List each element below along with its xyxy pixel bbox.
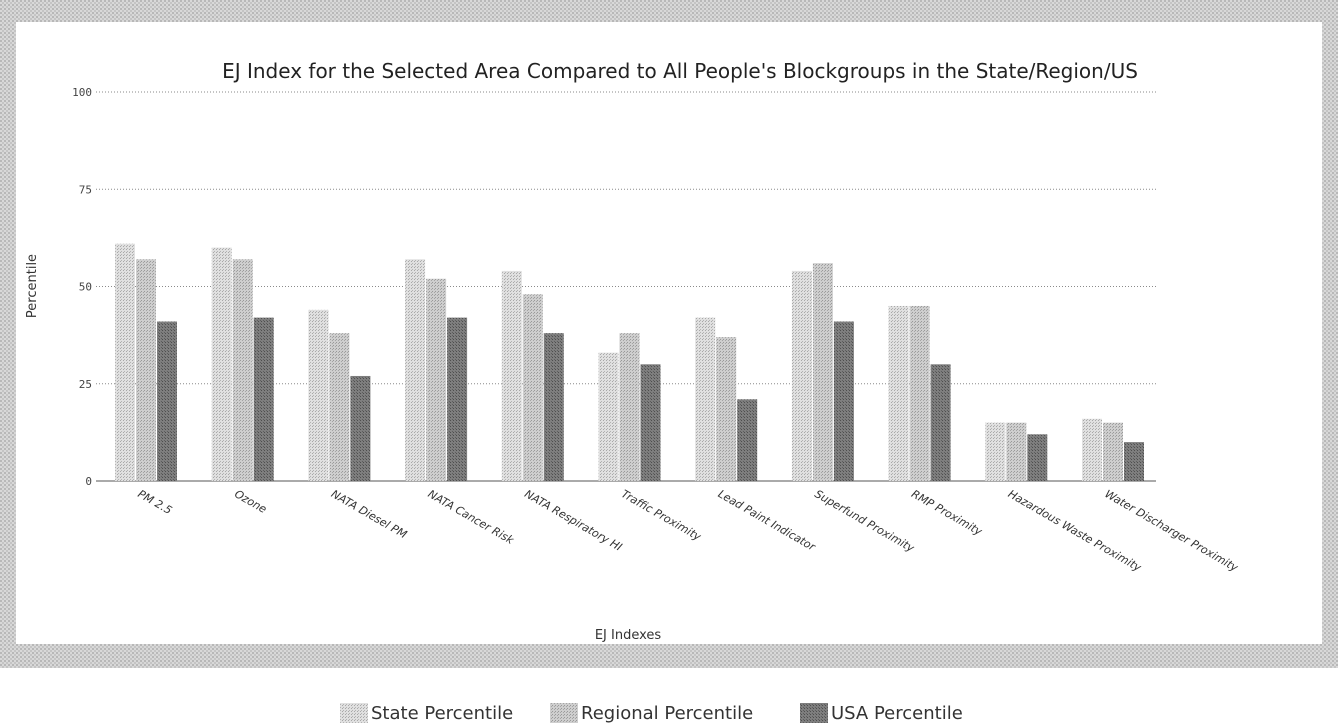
y-axis-ticks: 0 25 50 75 100 <box>72 86 92 488</box>
bar-usa <box>930 364 951 481</box>
bar-state <box>405 259 426 481</box>
y-tick-label: 25 <box>79 378 92 391</box>
legend-label-state: State Percentile <box>371 703 513 723</box>
y-tick-label: 100 <box>72 86 92 99</box>
legend-label-regional: Regional Percentile <box>581 703 753 723</box>
bar-regional <box>522 294 543 481</box>
bar-state <box>598 352 619 481</box>
bars <box>115 243 1144 481</box>
bar-usa <box>447 317 468 481</box>
bar-usa <box>543 333 564 481</box>
bar-usa <box>833 321 854 481</box>
bar-regional <box>1103 422 1123 481</box>
bar-regional <box>716 337 737 481</box>
band-right <box>1322 0 1338 660</box>
y-axis-label: Percentile <box>25 254 40 318</box>
x-axis-label: EJ Indexes <box>595 628 662 643</box>
bar-state <box>308 309 329 481</box>
legend-swatch-state <box>340 703 368 723</box>
bar-state <box>501 270 522 481</box>
bar-state <box>695 317 716 481</box>
band-left <box>0 0 16 660</box>
legend-swatch-regional <box>550 703 578 723</box>
bar-regional <box>812 263 833 481</box>
bar-regional <box>909 305 930 481</box>
legend-swatch-usa <box>800 703 828 723</box>
bar-usa <box>1124 442 1144 481</box>
bar-regional <box>426 278 447 481</box>
legend-label-usa: USA Percentile <box>831 703 963 723</box>
bar-regional <box>619 333 640 481</box>
bar-state <box>888 305 909 481</box>
band-top <box>0 0 1338 22</box>
y-tick-label: 75 <box>79 183 92 196</box>
bar-state <box>985 422 1006 481</box>
bar-regional <box>1006 422 1027 481</box>
bar-state <box>791 270 812 481</box>
bar-usa <box>350 375 371 481</box>
chart-title: EJ Index for the Selected Area Compared … <box>222 59 1138 83</box>
bar-usa <box>737 399 758 481</box>
y-tick-label: 0 <box>85 475 92 488</box>
bar-usa <box>640 364 661 481</box>
bar-state <box>115 243 135 481</box>
bar-usa <box>253 317 274 481</box>
band-bottom <box>0 644 1338 668</box>
legend: State Percentile Regional Percentile USA… <box>340 703 963 723</box>
bar-state <box>211 247 232 481</box>
bar-usa <box>157 321 177 481</box>
bar-regional <box>136 259 156 481</box>
y-tick-label: 50 <box>79 281 92 294</box>
bar-regional <box>232 259 253 481</box>
bar-regional <box>329 333 350 481</box>
bar-usa <box>1027 434 1048 481</box>
bar-state <box>1082 418 1102 481</box>
